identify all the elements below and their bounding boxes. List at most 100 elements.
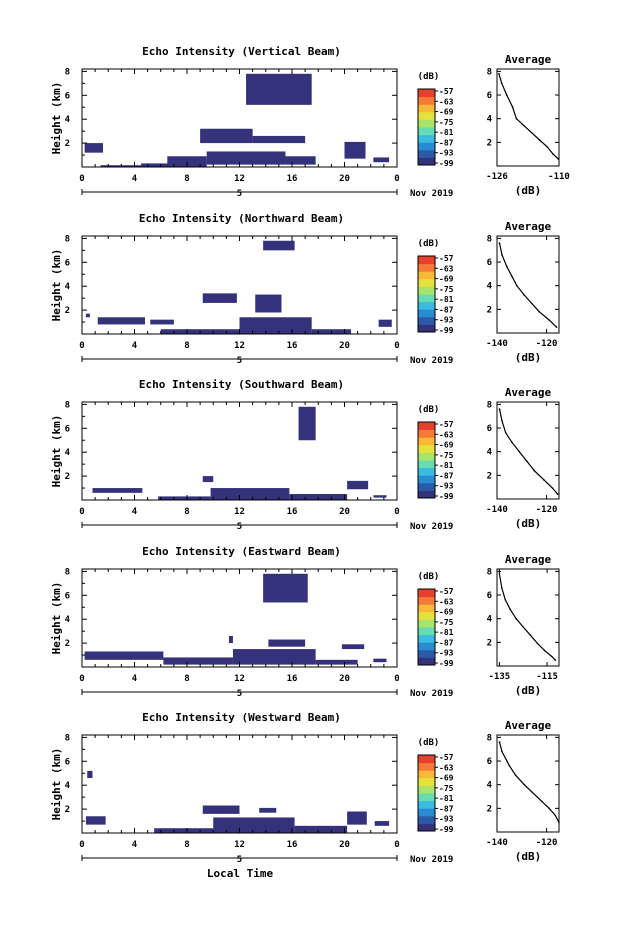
- x-tick-label: 4: [132, 674, 138, 684]
- colorbar-label: -63: [439, 97, 454, 106]
- echo-region: [373, 658, 387, 663]
- x-tick-label: 0: [79, 174, 84, 184]
- panel-1: Echo Intensity (Vertical Beam)2468Height…: [50, 45, 570, 199]
- y-tick-label: 6: [65, 258, 70, 268]
- average-profile-point: [522, 626, 525, 628]
- average-y-tick-label: 6: [487, 91, 492, 101]
- echo-region: [263, 240, 295, 251]
- colorbar-unit: (dB): [418, 405, 440, 415]
- colorbar-label: -81: [439, 628, 454, 637]
- y-axis-label: Height (km): [50, 415, 63, 488]
- average-profile-point: [500, 587, 503, 589]
- average-profile-point: [508, 764, 511, 767]
- average-profile-point: [504, 598, 507, 601]
- average-x-tick-label: -140: [486, 339, 508, 349]
- echo-region: [85, 313, 90, 318]
- echo-region: [87, 770, 93, 779]
- colorbar-swatch: [418, 134, 435, 143]
- colorbar-swatch: [418, 755, 435, 764]
- colorbar-label: -93: [439, 649, 454, 658]
- average-profile-point: [529, 634, 532, 637]
- colorbar-swatch: [418, 777, 435, 786]
- colorbar-swatch: [418, 642, 435, 651]
- average-profile-point: [511, 441, 513, 444]
- colorbar-swatch: [418, 286, 435, 295]
- panel-title: Echo Intensity (Vertical Beam): [142, 45, 341, 58]
- colorbar-frame: [417, 421, 436, 499]
- colorbar-swatch: [418, 444, 435, 453]
- x-tick-label: 8: [184, 674, 189, 684]
- average-profile-line: [498, 408, 559, 495]
- average-y-tick-label: 8: [487, 234, 492, 244]
- y-tick-label: 8: [65, 234, 70, 244]
- colorbar-swatch: [418, 627, 435, 636]
- x-tick-label: 8: [184, 507, 189, 517]
- colorbar-label: -87: [439, 305, 454, 314]
- average-profile-point: [506, 265, 508, 268]
- average-profile-point: [523, 124, 525, 127]
- y-tick-label: 2: [65, 639, 70, 649]
- average-x-label: (dB): [515, 184, 542, 197]
- echo-region: [213, 817, 295, 833]
- average-y-tick-label: 2: [487, 305, 492, 315]
- echo-region: [202, 476, 214, 483]
- panel-3: Echo Intensity (Southward Beam)2468Heigh…: [50, 378, 560, 532]
- average-profile-point: [555, 326, 558, 328]
- average-profile-line: [498, 73, 559, 160]
- average-profile-point: [511, 106, 514, 108]
- average-x-label: (dB): [515, 684, 542, 697]
- echo-region: [92, 488, 143, 493]
- colorbar-label: -75: [439, 618, 454, 627]
- colorbar-frame: [417, 754, 436, 832]
- x-tick-label: 0: [79, 341, 84, 351]
- colorbar-label: -75: [439, 784, 454, 793]
- average-profile-point: [552, 153, 554, 155]
- x-tick-label: 12: [234, 507, 245, 517]
- colorbar-label: -87: [439, 471, 454, 480]
- echo-layer: [92, 406, 387, 500]
- colorbar-swatch: [418, 437, 435, 446]
- average-profile-point: [530, 302, 533, 305]
- x-tick-label: 0: [394, 507, 399, 517]
- average-profile-point: [558, 821, 560, 824]
- colorbar-label: -99: [439, 326, 454, 335]
- echo-region: [85, 816, 106, 825]
- average-x-label: (dB): [515, 351, 542, 364]
- colorbar-swatch: [418, 309, 435, 318]
- average-profile-point: [554, 659, 557, 661]
- average-x-tick-label: -126: [486, 172, 508, 182]
- average-profile-point: [514, 774, 517, 777]
- average-title: Average: [505, 386, 552, 399]
- average-profile-point: [501, 420, 503, 422]
- x-tick-label: 0: [79, 674, 84, 684]
- average-x-tick-label: -120: [536, 339, 558, 349]
- average-profile-point: [556, 493, 559, 496]
- x-tick-label: 0: [394, 840, 399, 850]
- average-profile-point: [530, 790, 533, 793]
- colorbar-unit: (dB): [418, 72, 440, 82]
- average-title: Average: [505, 53, 552, 66]
- average-profile-point: [546, 146, 549, 148]
- date-label: Nov 2019: [410, 855, 453, 865]
- colorbar-swatch: [418, 316, 435, 325]
- average-profile-point: [501, 254, 503, 256]
- average-frame: [496, 401, 560, 500]
- colorbar-label: -81: [439, 295, 454, 304]
- x-tick-label: 4: [132, 840, 138, 850]
- colorbar-label: -63: [439, 430, 454, 439]
- average-y-tick-label: 2: [487, 471, 492, 481]
- average-profile-point: [498, 572, 501, 575]
- x-tick-label: 0: [79, 507, 84, 517]
- average-y-tick-label: 8: [487, 733, 492, 743]
- average-profile-point: [552, 487, 554, 490]
- average-x-tick-label: -110: [548, 172, 570, 182]
- average-profile-point: [548, 807, 550, 810]
- average-y-tick-label: 6: [487, 424, 492, 434]
- colorbar-label: -99: [439, 159, 454, 168]
- x-tick-label: 20: [339, 507, 350, 517]
- colorbar-label: -99: [439, 492, 454, 501]
- average-profile-point: [538, 310, 540, 313]
- average-profile-point: [523, 783, 526, 786]
- echo-region: [347, 811, 367, 825]
- colorbar-swatch: [418, 649, 435, 658]
